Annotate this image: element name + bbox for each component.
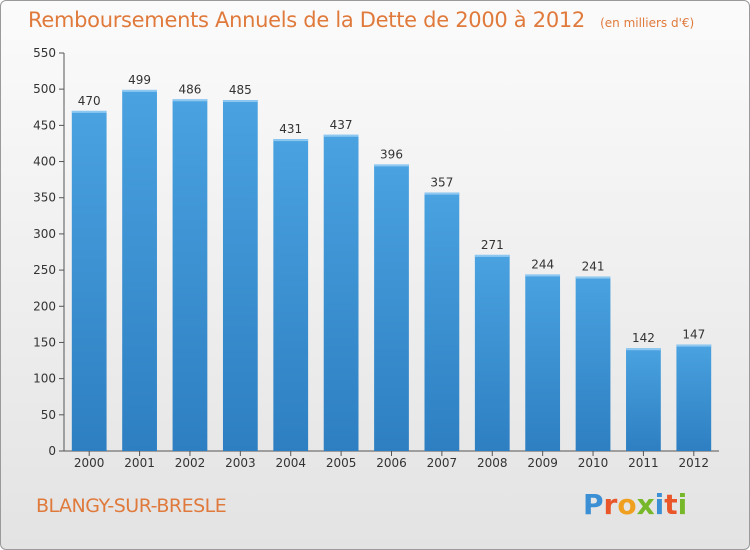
bar: [172, 99, 208, 451]
proxiti-logo: Proxiti: [583, 488, 687, 521]
bar-highlight: [323, 134, 359, 137]
bar-value-label: 485: [229, 83, 252, 97]
bar-highlight: [424, 192, 460, 195]
x-tick-label: 2006: [376, 456, 407, 470]
bar-highlight: [374, 164, 409, 167]
y-tick-label: 200: [33, 299, 56, 313]
bar-highlight: [676, 344, 712, 347]
x-tick-label: 2004: [275, 456, 306, 470]
bar-value-label: 271: [481, 238, 504, 252]
bar-value-label: 486: [179, 82, 202, 96]
logo-letter: P: [583, 488, 604, 521]
bar-highlight: [172, 99, 208, 102]
bar-value-label: 437: [330, 118, 353, 132]
bar-highlight: [122, 89, 157, 92]
x-tick-label: 2000: [74, 456, 105, 470]
bar: [525, 274, 561, 451]
y-tick-label: 550: [33, 46, 56, 60]
bar: [122, 89, 157, 451]
y-tick-label: 100: [33, 372, 56, 386]
bar-value-label: 431: [279, 122, 302, 136]
bar-value-label: 499: [128, 73, 151, 87]
commune-name: BLANGY-SUR-BRESLE: [36, 495, 227, 517]
bar-highlight: [575, 276, 611, 279]
bar: [71, 110, 107, 452]
bar-highlight: [222, 100, 258, 103]
logo-letter: i: [654, 488, 665, 521]
logo-letter: t: [664, 488, 678, 521]
x-tick-label: 2008: [477, 456, 508, 470]
x-tick-label: 2002: [175, 456, 206, 470]
logo-letter: i: [677, 488, 688, 521]
logo-letter: x: [636, 488, 655, 521]
unit-note: (en milliers d'€): [600, 16, 695, 30]
x-tick-label: 2003: [225, 456, 256, 470]
y-tick-label: 450: [33, 118, 56, 132]
bar-highlight: [525, 274, 561, 277]
chart-title: Remboursements Annuels de la Dette de 20…: [28, 8, 585, 32]
bar: [626, 348, 661, 451]
logo-letter: r: [603, 488, 618, 521]
x-tick-label: 2009: [527, 456, 558, 470]
y-tick-label: 400: [33, 155, 56, 169]
bar-highlight: [71, 110, 107, 113]
title-row: Remboursements Annuels de la Dette de 20…: [28, 8, 694, 32]
bar-value-label: 470: [78, 94, 101, 108]
bar-highlight: [474, 254, 510, 257]
bar-highlight: [273, 139, 309, 142]
y-tick-label: 500: [33, 82, 56, 96]
y-tick-label: 50: [41, 408, 56, 422]
bar: [474, 254, 510, 451]
bar-highlight: [626, 348, 661, 351]
bar-value-label: 244: [531, 257, 554, 271]
bar: [374, 164, 409, 451]
bar-value-label: 142: [632, 331, 655, 345]
bar-value-label: 147: [682, 328, 705, 342]
bar: [575, 276, 611, 451]
y-tick-label: 350: [33, 191, 56, 205]
x-tick-label: 2007: [427, 456, 458, 470]
bar: [273, 139, 309, 451]
y-tick-label: 250: [33, 263, 56, 277]
x-tick-label: 2005: [326, 456, 357, 470]
bar: [424, 192, 460, 452]
x-tick-label: 2012: [679, 456, 710, 470]
x-tick-label: 2011: [628, 456, 659, 470]
bar: [676, 344, 712, 451]
bar: [323, 134, 359, 451]
x-tick-label: 2010: [578, 456, 609, 470]
bar: [222, 100, 258, 451]
bar-value-label: 396: [380, 147, 403, 161]
bar-value-label: 357: [430, 176, 453, 190]
logo-letter: o: [617, 488, 637, 521]
y-tick-label: 150: [33, 335, 56, 349]
x-tick-label: 2001: [124, 456, 155, 470]
bar-value-label: 241: [582, 260, 605, 274]
y-tick-label: 300: [33, 227, 56, 241]
y-tick-label: 0: [48, 444, 56, 458]
